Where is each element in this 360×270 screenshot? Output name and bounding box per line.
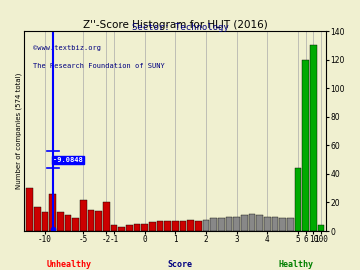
Bar	[318, 225, 324, 231]
Bar	[134, 224, 140, 231]
Bar	[164, 221, 171, 231]
Bar	[187, 220, 194, 231]
Bar	[210, 218, 217, 231]
Bar	[294, 168, 301, 231]
Bar	[26, 188, 33, 231]
Bar	[49, 194, 56, 231]
Bar	[118, 227, 125, 231]
Title: Z''-Score Histogram for HLIT (2016): Z''-Score Histogram for HLIT (2016)	[83, 21, 268, 31]
Bar	[203, 220, 210, 231]
Bar	[34, 207, 41, 231]
Bar	[279, 218, 286, 231]
Text: ©www.textbiz.org: ©www.textbiz.org	[33, 45, 101, 51]
Bar	[141, 224, 148, 231]
Bar	[80, 200, 87, 231]
Bar	[111, 225, 117, 231]
Bar	[310, 45, 317, 231]
Bar	[72, 218, 79, 231]
Bar	[195, 221, 202, 231]
Bar	[271, 217, 278, 231]
Text: Score: Score	[167, 260, 193, 269]
Y-axis label: Number of companies (574 total): Number of companies (574 total)	[15, 73, 22, 189]
Text: Sector: Technology: Sector: Technology	[132, 23, 228, 32]
Bar	[233, 217, 240, 231]
Bar	[95, 211, 102, 231]
Text: Healthy: Healthy	[278, 260, 313, 269]
Bar	[157, 221, 163, 231]
Bar	[57, 212, 64, 231]
Bar	[180, 221, 186, 231]
Bar	[64, 215, 71, 231]
Text: The Research Foundation of SUNY: The Research Foundation of SUNY	[33, 63, 165, 69]
Bar	[126, 225, 133, 231]
Bar	[264, 217, 271, 231]
Bar	[172, 221, 179, 231]
Text: Unhealthy: Unhealthy	[47, 260, 92, 269]
Bar	[302, 60, 309, 231]
Bar	[218, 218, 225, 231]
Bar	[103, 202, 110, 231]
Bar	[241, 215, 248, 231]
Bar	[149, 222, 156, 231]
Bar	[225, 217, 233, 231]
Bar	[287, 218, 294, 231]
Bar	[248, 214, 255, 231]
Bar	[256, 215, 263, 231]
Bar	[41, 212, 49, 231]
Bar	[87, 210, 94, 231]
Text: -9.0848: -9.0848	[53, 157, 83, 163]
